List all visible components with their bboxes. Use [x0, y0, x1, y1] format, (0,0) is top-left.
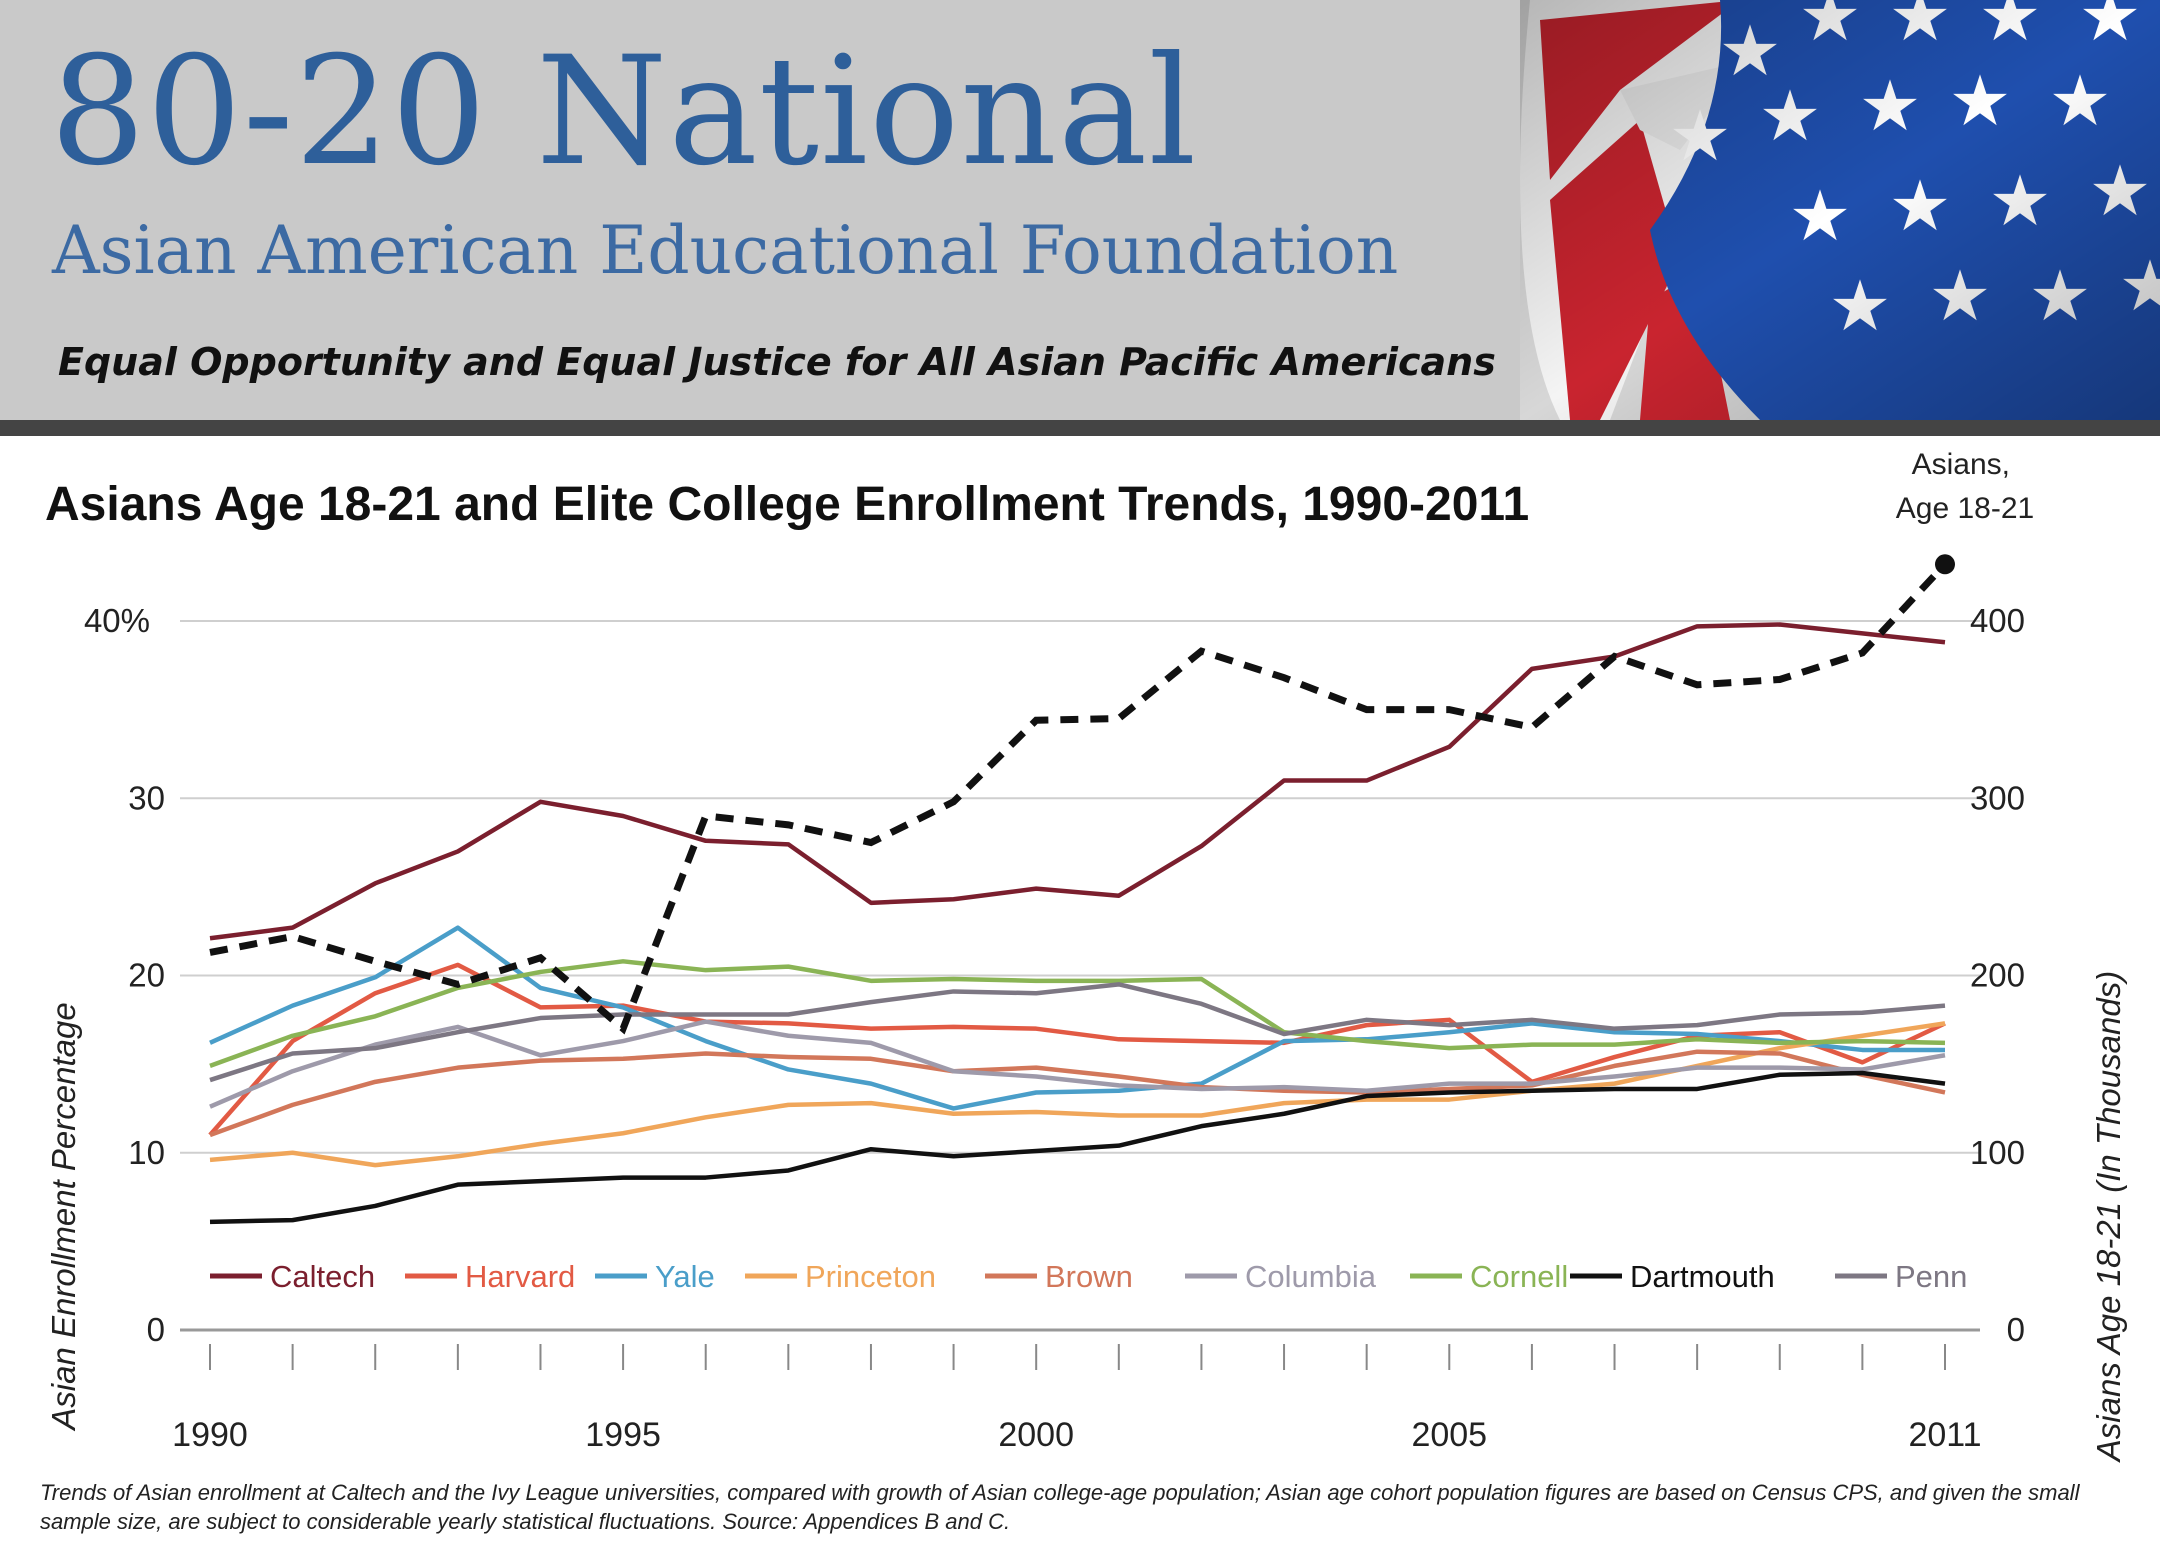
y2-tick-label: 100 — [1970, 1134, 2025, 1171]
chart-footnote: Trends of Asian enrollment at Caltech an… — [40, 1480, 2080, 1534]
x-tick-label: 1995 — [585, 1416, 661, 1454]
legend-label-columbia: Columbia — [1245, 1259, 1377, 1294]
x-tick-label: 2000 — [998, 1416, 1074, 1454]
legend-label-princeton: Princeton — [805, 1259, 936, 1294]
legend-label-caltech: Caltech — [270, 1259, 375, 1294]
y-tick-label: 30 — [128, 779, 165, 816]
legend-label-cornell: Cornell — [1470, 1259, 1568, 1294]
y-axis-left: 0 10 20 30 40% — [84, 602, 165, 1348]
y-axis-right: 0 100 200 300 400 — [1970, 602, 2025, 1348]
series-lines — [208, 554, 1955, 1225]
y-tick-label: 0 — [147, 1311, 165, 1348]
chart-title: Asians Age 18-21 and Elite College Enrol… — [45, 478, 1529, 531]
banner-divider — [0, 420, 2160, 436]
flag-image: ★★★★★ ★★★★★ ★★★★ ★★★★ — [1520, 0, 2160, 420]
secondary-label-line-2: Age 18-21 — [1896, 492, 2034, 525]
org-name: 80-20 National — [50, 25, 1198, 199]
legend-label-yale: Yale — [655, 1259, 715, 1294]
legend-label-harvard: Harvard — [465, 1259, 575, 1294]
series-line-dartmouth — [209, 1070, 1946, 1225]
legend-label-brown: Brown — [1045, 1259, 1133, 1294]
y2-axis-title: Asians Age 18-21 (In Thousands) — [2090, 971, 2127, 1463]
series-line-princeton — [209, 1021, 1946, 1168]
legend-label-dartmouth: Dartmouth — [1630, 1259, 1775, 1294]
series-line-columbia — [209, 1019, 1946, 1109]
series-line-cornell — [209, 959, 1946, 1069]
org-tagline: Equal Opportunity and Equal Justice for … — [58, 340, 1496, 384]
x-tick-label: 2005 — [1411, 1416, 1487, 1454]
series-endpoint-asians-age-18-21 — [1935, 554, 1955, 575]
x-tick-label: 1990 — [172, 1416, 248, 1454]
y2-tick-label: 300 — [1970, 779, 2025, 816]
gridlines — [180, 620, 1980, 1332]
series-line-penn — [209, 982, 1946, 1083]
org-subtitle: Asian American Educational Foundation — [52, 212, 1399, 289]
y2-tick-label: 400 — [1970, 602, 2025, 639]
secondary-label-line-1: Asians, — [1912, 448, 2010, 481]
series-line-brown — [209, 1049, 1946, 1138]
x-tick-label: 2011 — [1908, 1416, 1981, 1454]
y-tick-label: 40% — [84, 602, 150, 639]
series-line-asians-age-18-21 — [209, 561, 1948, 1035]
series-line-caltech — [209, 622, 1946, 941]
y2-tick-label: 0 — [2007, 1311, 2025, 1348]
series-line-yale — [209, 925, 1945, 1111]
y2-tick-label: 200 — [1970, 957, 2025, 994]
y-tick-label: 10 — [128, 1134, 165, 1171]
chart: Asians Age 18-21 and Elite College Enrol… — [45, 448, 2127, 1463]
secondary-series-label: Asians, Age 18-21 — [1896, 448, 2034, 525]
banner: 80-20 National Asian American Educationa… — [0, 0, 2160, 420]
legend: Caltech Harvard Yale Princeton Brown Columbia… — [210, 1259, 1967, 1294]
x-axis: 1990 1995 2000 2005 2011 — [172, 1344, 1982, 1454]
legend-label-penn: Penn — [1895, 1259, 1967, 1294]
y-tick-label: 20 — [128, 957, 165, 994]
y-axis-title: Asian Enrollment Percentage — [45, 1002, 82, 1431]
series-line-harvard — [208, 962, 1946, 1137]
